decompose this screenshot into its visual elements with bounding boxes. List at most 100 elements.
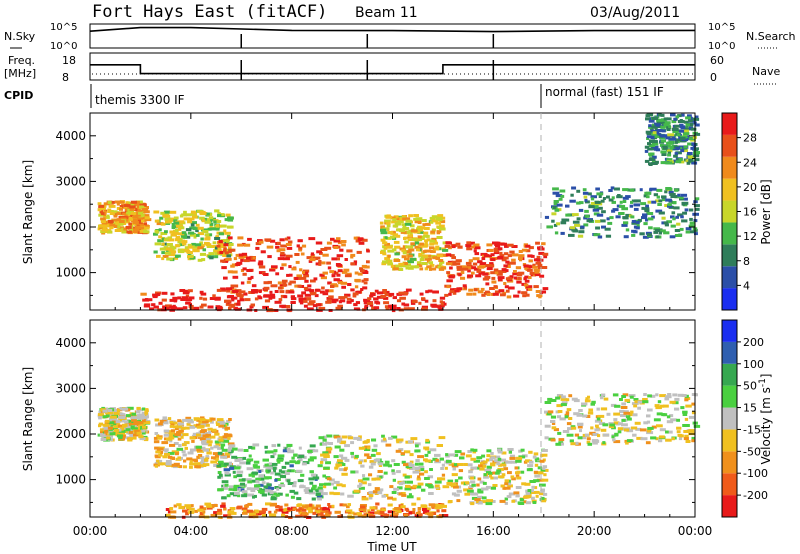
- velocity-cell: [353, 489, 360, 493]
- power-cell: [654, 128, 658, 132]
- x-axis-label: Time UT: [366, 540, 417, 554]
- power-cell: [165, 220, 172, 224]
- power-cell: [644, 209, 650, 213]
- velocity-cell: [449, 483, 456, 486]
- velocity-cell: [682, 424, 687, 427]
- velocity-cell: [284, 472, 290, 475]
- power-cell: [207, 305, 214, 309]
- power-cell: [499, 254, 505, 258]
- power-cell: [280, 251, 285, 255]
- velocity-cell: [307, 449, 314, 453]
- power-cell: [648, 144, 656, 147]
- velocity-cell: [560, 403, 567, 407]
- velocity-cell: [624, 428, 630, 432]
- power-cell: [243, 243, 251, 247]
- power-cell: [159, 216, 164, 220]
- power-cell: [189, 307, 194, 311]
- velocity-cell: [539, 459, 545, 463]
- velocity-cell: [98, 416, 102, 420]
- velocity-cell: [363, 509, 367, 513]
- power-cell: [201, 219, 206, 223]
- power-cell: [331, 298, 339, 302]
- power-cell: [360, 288, 364, 291]
- power-cell: [583, 216, 588, 220]
- velocity-cell: [454, 463, 458, 467]
- power-cell: [595, 219, 601, 223]
- velocity-cell: [224, 473, 231, 477]
- power-cell: [691, 142, 695, 146]
- power-cell: [648, 124, 652, 128]
- velocity-cell: [406, 480, 414, 484]
- velocity-cell: [691, 436, 696, 440]
- power-cell: [204, 220, 211, 224]
- power-cell: [661, 129, 666, 133]
- power-cell: [656, 188, 663, 192]
- velocity-cell: [194, 462, 201, 466]
- power-cell: [580, 225, 585, 229]
- power-cell: [231, 263, 239, 267]
- power-cell: [264, 299, 271, 303]
- power-cell: [175, 228, 179, 232]
- power-cell: [590, 202, 597, 205]
- power-cell: [556, 222, 561, 226]
- power-colorbar-tick-label: 20: [743, 181, 757, 194]
- power-cell: [254, 297, 259, 301]
- power-cell: [669, 137, 677, 141]
- velocity-cell: [267, 466, 273, 470]
- velocity-cell: [567, 427, 573, 431]
- power-cell: [560, 221, 567, 225]
- power-cell: [126, 211, 131, 215]
- power-cell: [445, 241, 452, 245]
- velocity-cell: [170, 510, 177, 514]
- velocity-cell: [543, 473, 547, 477]
- power-cell: [671, 211, 676, 215]
- velocity-cell: [237, 448, 244, 452]
- velocity-cell: [624, 410, 629, 414]
- velocity-cell: [281, 465, 287, 469]
- velocity-cell: [173, 504, 178, 508]
- power-cell: [107, 230, 113, 234]
- power-cell: [682, 211, 688, 215]
- power-cell: [309, 289, 315, 293]
- velocity-cell: [540, 454, 544, 458]
- velocity-cell: [106, 436, 110, 440]
- power-cell: [499, 251, 503, 255]
- velocity-cell: [301, 512, 308, 515]
- velocity-cell: [110, 417, 118, 421]
- power-cell: [193, 249, 200, 253]
- power-cell: [666, 158, 673, 162]
- velocity-cell: [246, 487, 252, 491]
- power-cell: [655, 199, 662, 203]
- velocity-cell: [123, 430, 128, 434]
- velocity-cell: [392, 512, 399, 516]
- velocity-cell: [564, 415, 569, 419]
- power-colorbar-tick-label: 28: [743, 132, 757, 145]
- power-ytick-label: 2000: [55, 220, 86, 234]
- power-cell: [162, 305, 167, 309]
- power-cell: [648, 125, 653, 129]
- velocity-colorbar-segment: [722, 407, 737, 430]
- power-cell: [663, 221, 669, 225]
- velocity-cell: [231, 455, 238, 459]
- power-cell: [446, 271, 451, 275]
- velocity-cell: [505, 460, 512, 464]
- power-cell: [171, 222, 175, 226]
- power-cell: [339, 299, 346, 303]
- velocity-cell: [584, 399, 591, 403]
- power-cell: [240, 269, 245, 272]
- power-cell: [663, 123, 670, 127]
- power-cell: [143, 230, 150, 234]
- power-cell: [139, 222, 145, 226]
- velocity-colorbar-tick-label: 100: [743, 358, 764, 371]
- power-cell: [542, 252, 549, 256]
- power-cell: [454, 289, 460, 293]
- velocity-colorbar-segment: [722, 385, 737, 408]
- velocity-cell: [625, 441, 629, 445]
- velocity-cell: [259, 510, 266, 514]
- power-cell: [338, 281, 344, 285]
- velocity-cell: [213, 445, 219, 449]
- power-cell: [199, 296, 203, 300]
- velocity-cell: [525, 489, 530, 493]
- velocity-cell: [228, 485, 234, 489]
- power-cell: [437, 254, 443, 258]
